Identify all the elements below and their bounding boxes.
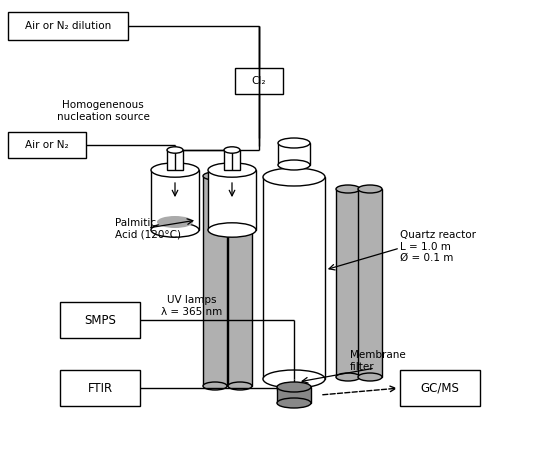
Text: Cl₂: Cl₂ (252, 76, 266, 86)
Ellipse shape (336, 373, 360, 381)
Ellipse shape (278, 138, 310, 148)
Ellipse shape (263, 168, 325, 186)
Ellipse shape (263, 370, 325, 388)
Ellipse shape (203, 382, 227, 390)
Bar (224, 150, 240, 170)
Bar (358, 189, 382, 377)
Ellipse shape (228, 382, 252, 390)
Text: SMPS: SMPS (84, 314, 116, 327)
Bar (400, 370, 480, 406)
Text: Air or N₂: Air or N₂ (25, 140, 69, 150)
Ellipse shape (167, 147, 183, 153)
Ellipse shape (203, 172, 227, 180)
Bar (208, 170, 256, 230)
Bar (277, 387, 311, 403)
Ellipse shape (151, 223, 199, 237)
Ellipse shape (224, 147, 240, 153)
Bar (60, 370, 140, 406)
Ellipse shape (208, 163, 256, 177)
Bar (167, 150, 183, 170)
Bar (336, 189, 360, 377)
Ellipse shape (277, 382, 311, 392)
Bar (60, 302, 140, 338)
Bar (263, 177, 325, 379)
Ellipse shape (358, 373, 382, 381)
Bar (203, 176, 227, 386)
Bar (8, 132, 86, 158)
Bar (8, 12, 128, 40)
Text: Homogenenous
nucleation source: Homogenenous nucleation source (56, 100, 149, 122)
Ellipse shape (336, 185, 360, 193)
Ellipse shape (277, 398, 311, 408)
Text: Air or N₂ dilution: Air or N₂ dilution (25, 21, 111, 31)
Text: UV lamps
λ = 365 nm: UV lamps λ = 365 nm (162, 295, 223, 317)
Ellipse shape (278, 160, 310, 170)
Ellipse shape (151, 163, 199, 177)
Ellipse shape (228, 172, 252, 180)
Ellipse shape (208, 223, 256, 237)
Text: Quartz reactor
L = 1.0 m
Ø = 0.1 m: Quartz reactor L = 1.0 m Ø = 0.1 m (400, 230, 476, 263)
Text: FTIR: FTIR (88, 382, 113, 395)
Text: GC/MS: GC/MS (420, 382, 460, 395)
Ellipse shape (358, 185, 382, 193)
Bar (278, 143, 310, 165)
Bar (235, 68, 283, 94)
Text: Membrane
filter: Membrane filter (350, 350, 406, 372)
Bar (151, 170, 199, 230)
Ellipse shape (157, 216, 193, 228)
Text: Palmitic
Acid (120°C): Palmitic Acid (120°C) (115, 218, 181, 239)
Bar (228, 176, 252, 386)
